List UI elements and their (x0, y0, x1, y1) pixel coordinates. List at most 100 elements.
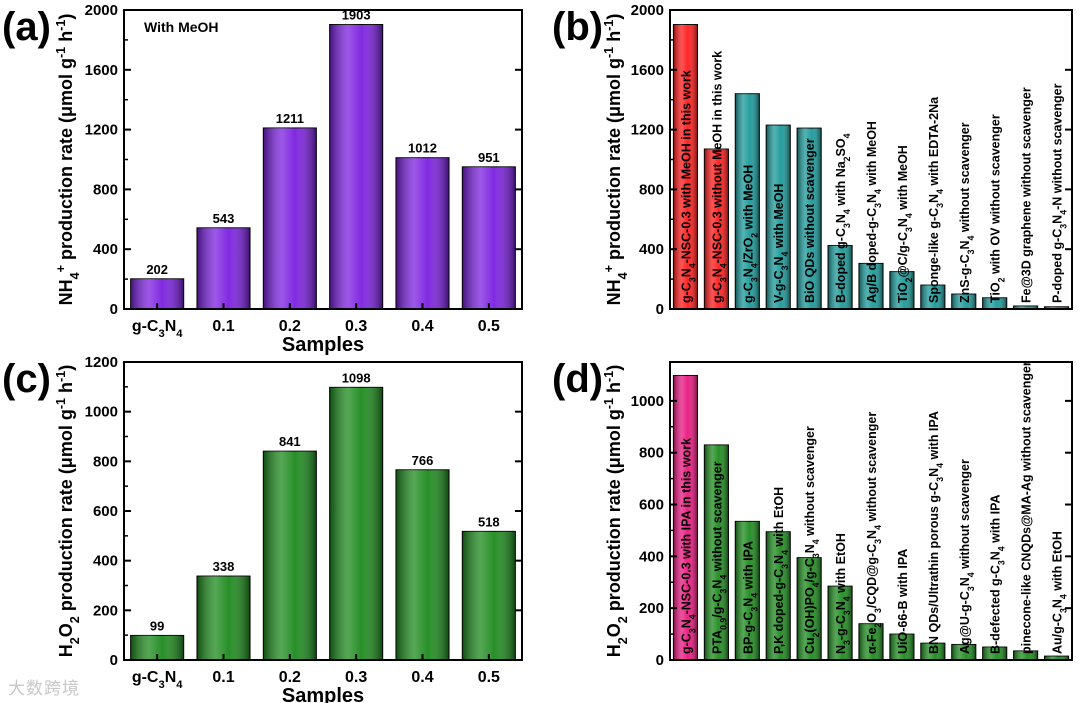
bar-shade (462, 531, 516, 660)
bar-shade (889, 634, 914, 660)
bar-shade (263, 451, 317, 660)
bar-label: Au/g-C3N4 with EtOH (1051, 531, 1069, 654)
category-label: 0.4 (411, 318, 433, 335)
bar-shade (735, 93, 760, 309)
category-label: 0.3 (345, 669, 367, 686)
y-axis-title: NH4+ production rate (μmol g-1 h-1) (54, 14, 82, 306)
bar-shade (735, 521, 760, 660)
y-tick-label: 1200 (85, 122, 118, 139)
y-tick-label: 200 (639, 600, 664, 617)
bar-shade (920, 285, 945, 309)
y-tick-label: 1600 (631, 62, 664, 79)
bar-shade (797, 557, 822, 660)
value-label: 338 (213, 559, 235, 574)
bar-shade (704, 149, 729, 309)
value-label: 951 (478, 150, 500, 165)
bar-shade (982, 297, 1007, 309)
bar-shade (766, 125, 791, 310)
bar-shade (889, 271, 914, 309)
y-tick-label: 2000 (631, 2, 664, 19)
y-tick-label: 400 (639, 548, 664, 565)
bar-label: pinecone-like CNQDs@MA-Ag without scaven… (1020, 361, 1034, 654)
bar-label: B-doped g-C3N4 with Na2SO4 (834, 133, 852, 303)
annotation: With MeOH (144, 19, 219, 35)
bar-label: N3-g-C3N4 with EtOH (834, 533, 852, 654)
bar-shade (329, 387, 383, 660)
bar-label: Ag/B doped-g-C3N4 with MeOH (865, 121, 883, 303)
bar-shade (1013, 650, 1038, 660)
panel-letter: (b) (552, 5, 603, 49)
value-label: 202 (146, 262, 168, 277)
y-tick-label: 0 (656, 652, 664, 669)
bar-shade (858, 263, 884, 309)
bar-shade (982, 647, 1007, 660)
y-tick-label: 600 (639, 497, 664, 514)
category-label: 0.3 (345, 318, 367, 335)
bar-shade (1044, 656, 1069, 660)
y-tick-label: 800 (93, 453, 118, 470)
y-tick-label: 1200 (85, 354, 118, 371)
bar-label: g-C3N4-NSC-0.3 with IPA in this work (679, 438, 697, 654)
value-label: 766 (412, 453, 434, 468)
bar-label: Cu2(OH)PO4/g-C3N4 without scavenger (803, 426, 821, 654)
y-tick-label: 0 (110, 301, 118, 318)
category-label: 0.5 (478, 318, 500, 335)
bar-label: TiO2@C/g-C3N4 with MeOH (896, 145, 914, 303)
panel-letter: (d) (552, 357, 603, 401)
bar-shade (1013, 306, 1038, 309)
category-label: 0.1 (212, 318, 234, 335)
bar-shade (704, 444, 729, 660)
bar-label: g-C3N4-NSC-0.3 with MeOH in this work (679, 70, 697, 303)
y-tick-label: 0 (656, 301, 664, 318)
y-tick-label: 1200 (631, 122, 664, 139)
bar-shade (828, 245, 853, 309)
bar-label: B-defected g-C3N4 with IPA (989, 494, 1007, 654)
y-tick-label: 400 (93, 553, 118, 570)
bar-shade (395, 469, 450, 660)
value-label: 1211 (276, 111, 304, 126)
bar-shade (920, 643, 945, 660)
y-tick-label: 400 (639, 241, 664, 258)
bar-label: Ag@U-g-C3N4 without scavenger (958, 459, 976, 654)
category-label: 0.5 (478, 669, 500, 686)
category-label: 0.2 (279, 318, 301, 335)
bar-label: UiO-66-B with IPA (896, 549, 910, 654)
axes-frame (669, 361, 1073, 661)
bar-label: P-doped g-C3N4-N without scavenger (1051, 83, 1069, 303)
y-axis-title: H2O2 production rate (μmol g-1 h-1) (54, 365, 82, 657)
y-tick-label: 600 (93, 503, 118, 520)
y-axis-title: NH4+ production rate (μmol g-1 h-1) (602, 14, 630, 306)
bar-shade (673, 375, 698, 660)
panel-a: (a) 202 g-C3N4 543 0.1 1211 0.2 1903 0.3 1012 0.4 9… (2, 2, 523, 356)
bar-shade (395, 157, 450, 309)
bar-shade (329, 24, 383, 310)
bar-shade (797, 128, 822, 309)
value-label: 1098 (342, 370, 371, 385)
y-tick-label: 800 (93, 181, 118, 198)
bar-label: Sponge-like g-C3N4 with EDTA-2Na (927, 96, 945, 303)
bar-label: TiO2 with OV without scavenger (989, 114, 1007, 303)
bar-shade (766, 531, 791, 660)
bar-shade (673, 24, 698, 310)
bar-shade (1044, 306, 1069, 309)
bar-shade (858, 623, 884, 660)
y-tick-label: 1600 (85, 62, 118, 79)
y-tick-label: 0 (110, 652, 118, 669)
x-axis-title: Samples (282, 685, 364, 703)
bar-shade (196, 576, 251, 660)
y-tick-label: 800 (639, 181, 664, 198)
value-label: 99 (150, 618, 164, 633)
panel-b: (b) g-C3N4-NSC-0.3 with MeOH in this work… (552, 2, 1073, 318)
panel-c: (c) 99 g-C3N4 338 0.1 841 0.2 1098 0.3 766 0.4 518 0… (2, 354, 523, 703)
y-tick-label: 2000 (85, 2, 118, 19)
value-label: 1012 (408, 141, 437, 156)
y-tick-label: 400 (93, 241, 118, 258)
value-label: 841 (279, 434, 301, 449)
watermark: 大数跨境 (8, 679, 80, 699)
y-tick-label: 200 (93, 602, 118, 619)
bar-shade (951, 294, 976, 309)
y-tick-label: 1000 (85, 404, 118, 421)
bar-label: ZnS-g-C3N4 without scavenger (958, 122, 976, 303)
category-label: g-C3N4 (132, 318, 183, 340)
bar-shade (263, 127, 317, 309)
